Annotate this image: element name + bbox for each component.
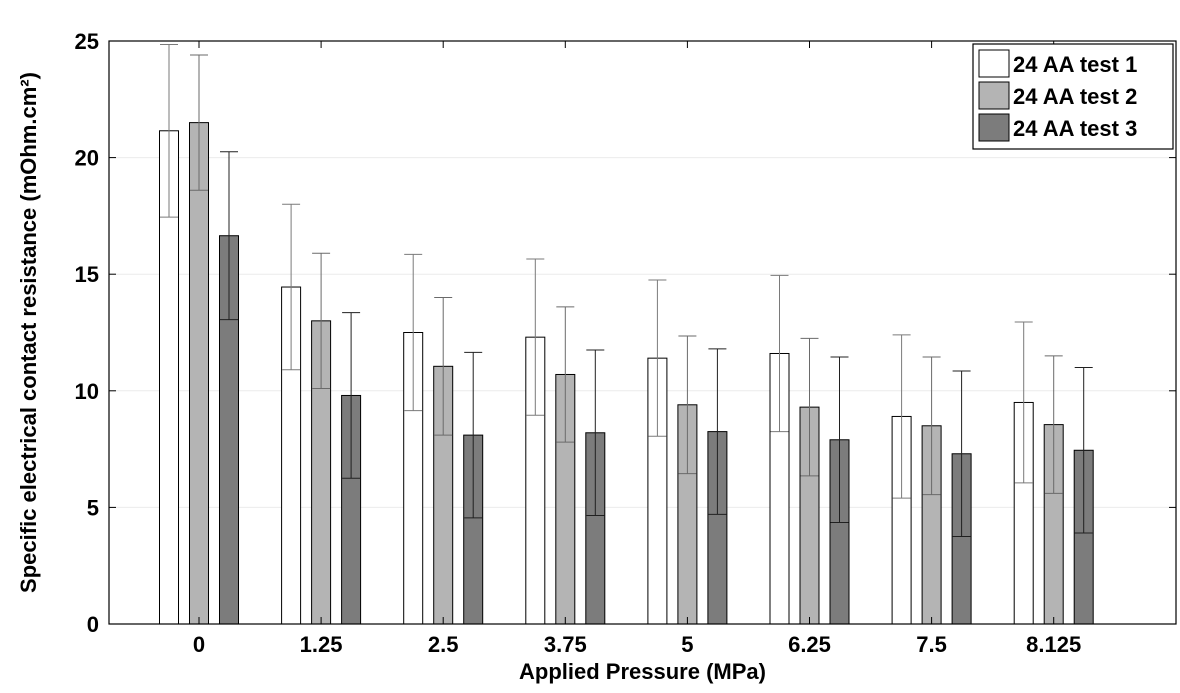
- legend-swatch: [978, 113, 1010, 142]
- bars: [159, 122, 1094, 625]
- legend-label: 24 AA test 2: [1013, 84, 1137, 109]
- legend-swatch: [978, 81, 1010, 110]
- axis-ticks: 0 5 10 15 20 25 0 1.25 2.5 3.75 5 6.25 7.5 8.125: [75, 29, 1176, 657]
- y-axis-label: Specific electrical contact resistance (…: [16, 72, 41, 593]
- x-tick-label: 6.25: [788, 632, 831, 657]
- x-tick-label: 0: [193, 632, 205, 657]
- y-tick-label: 10: [75, 379, 99, 404]
- x-tick-label: 3.75: [544, 632, 587, 657]
- y-tick-label: 25: [75, 29, 99, 54]
- legend-swatch: [978, 49, 1010, 78]
- x-tick-label: 8.125: [1026, 632, 1081, 657]
- plot-frame: [108, 40, 1177, 625]
- legend-label: 24 AA test 3: [1013, 116, 1137, 141]
- x-axis-label: Applied Pressure (MPa): [519, 659, 766, 684]
- x-tick-label: 2.5: [428, 632, 459, 657]
- y-tick-label: 20: [75, 146, 99, 171]
- x-tick-label: 5: [681, 632, 693, 657]
- bar: [189, 122, 209, 625]
- x-tick-label: 1.25: [300, 632, 343, 657]
- x-tick-label: 7.5: [916, 632, 947, 657]
- y-tick-label: 5: [87, 495, 99, 520]
- y-tick-label: 15: [75, 262, 99, 287]
- legend: 24 AA test 1 24 AA test 2 24 AA test 3: [972, 43, 1174, 150]
- y-tick-label: 0: [87, 612, 99, 637]
- legend-label: 24 AA test 1: [1013, 52, 1137, 77]
- error-bars: [160, 43, 1093, 538]
